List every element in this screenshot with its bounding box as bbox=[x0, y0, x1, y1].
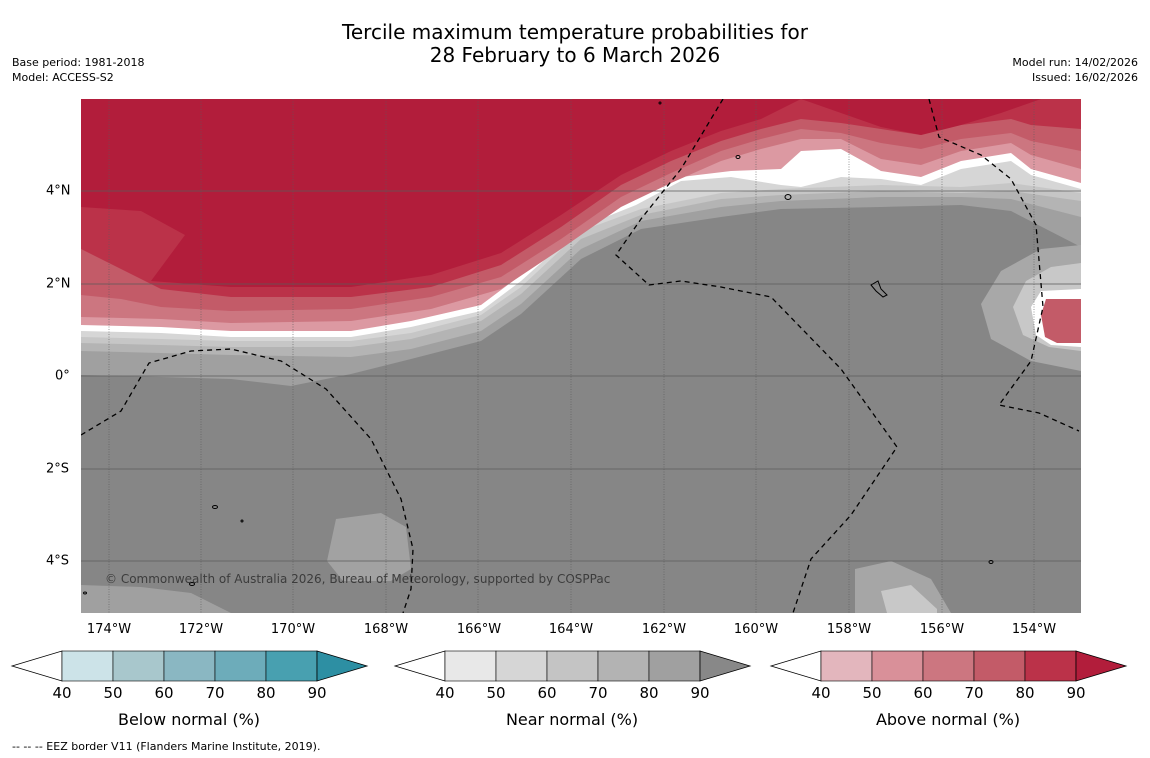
colorbar-tick-label: 80 bbox=[1015, 684, 1035, 702]
colorbar-segment bbox=[820, 650, 873, 682]
map-gridlines bbox=[108, 99, 1035, 613]
lat-tick: 4°N bbox=[46, 183, 71, 199]
colorbar-tick-label: 50 bbox=[103, 684, 123, 702]
model-name: Model: ACCESS-S2 bbox=[12, 71, 114, 84]
colorbar-tick-label: 90 bbox=[1066, 684, 1086, 702]
map-title-line1: Tercile maximum temperature probabilitie… bbox=[342, 20, 808, 44]
southwest-near-normal-band bbox=[81, 585, 231, 613]
colorbar-tick-label: 40 bbox=[52, 684, 72, 702]
colorbar-segment bbox=[871, 650, 924, 682]
model-run: Model run: 14/02/2026 bbox=[1012, 56, 1138, 69]
colorbar-segment bbox=[163, 650, 216, 682]
lon-tick: 162°W bbox=[641, 622, 687, 637]
colorbars bbox=[10, 650, 1128, 682]
lon-tick: 174°W bbox=[86, 622, 132, 637]
lat-tick: 0° bbox=[55, 368, 70, 384]
lat-tick: 4°S bbox=[46, 553, 70, 569]
south-near-normal-pocket-west bbox=[327, 513, 411, 581]
colorbar-high-extension bbox=[316, 650, 369, 682]
colorbar-tick-label: 70 bbox=[205, 684, 225, 702]
island-outlines bbox=[83, 101, 994, 595]
below-normal-colorbar bbox=[10, 650, 369, 682]
colorbar-segment bbox=[973, 650, 1026, 682]
colorbar-high-extension bbox=[1075, 650, 1128, 682]
colorbar-tick-label: 50 bbox=[486, 684, 506, 702]
south-near-normal-pocket-east-light bbox=[881, 585, 937, 613]
lon-tick: 154°W bbox=[1011, 622, 1057, 637]
colorbar-low-extension bbox=[393, 650, 446, 682]
lon-tick: 156°W bbox=[919, 622, 965, 637]
colorbar-segment bbox=[495, 650, 548, 682]
lon-tick: 158°W bbox=[826, 622, 872, 637]
colorbar-segment bbox=[1024, 650, 1077, 682]
eez-border-lines bbox=[81, 99, 1080, 613]
colorbar-segment bbox=[648, 650, 701, 682]
colorbar-tick-label: 90 bbox=[690, 684, 710, 702]
lon-tick: 160°W bbox=[733, 622, 779, 637]
colorbar-tick-label: 70 bbox=[588, 684, 608, 702]
probability-map bbox=[81, 99, 1081, 613]
colorbar-segment bbox=[546, 650, 599, 682]
colorbar-tick-label: 40 bbox=[435, 684, 455, 702]
colorbar-tick-label: 60 bbox=[154, 684, 174, 702]
map-title-line2: 28 February to 6 March 2026 bbox=[429, 43, 721, 67]
eez-footnote: -- -- -- EEZ border V11 (Flanders Marine… bbox=[12, 740, 321, 753]
below-normal-label: Below normal (%) bbox=[117, 710, 261, 729]
east-above-normal-region bbox=[1041, 299, 1081, 343]
lat-tick: 2°S bbox=[46, 461, 70, 477]
map-gridlines-lat bbox=[81, 190, 1081, 562]
lon-tick: 170°W bbox=[270, 622, 316, 637]
colorbar-segment bbox=[444, 650, 497, 682]
issued-date: Issued: 16/02/2026 bbox=[1031, 71, 1138, 84]
colorbar-tick-label: 70 bbox=[964, 684, 984, 702]
colorbar-segment bbox=[922, 650, 975, 682]
colorbar-tick-label: 40 bbox=[811, 684, 831, 702]
lon-tick: 172°W bbox=[178, 622, 224, 637]
lon-tick: 168°W bbox=[363, 622, 409, 637]
copyright-notice: © Commonwealth of Australia 2026, Bureau… bbox=[105, 572, 611, 586]
base-period: Base period: 1981-2018 bbox=[12, 56, 145, 69]
colorbar-tick-label: 60 bbox=[913, 684, 933, 702]
colorbar-low-extension bbox=[10, 650, 63, 682]
near-normal-colorbar bbox=[393, 650, 752, 682]
above-normal-colorbar bbox=[769, 650, 1128, 682]
above-normal-label: Above normal (%) bbox=[875, 710, 1021, 729]
colorbar-segment bbox=[112, 650, 165, 682]
colorbar-tick-label: 80 bbox=[639, 684, 659, 702]
lon-tick: 166°W bbox=[456, 622, 502, 637]
colorbar-tick-label: 80 bbox=[256, 684, 276, 702]
colorbar-tick-label: 50 bbox=[862, 684, 882, 702]
colorbar-low-extension bbox=[769, 650, 822, 682]
colorbar-segment bbox=[61, 650, 114, 682]
lon-tick: 164°W bbox=[548, 622, 594, 637]
colorbar-segment bbox=[214, 650, 267, 682]
colorbar-tick-label: 90 bbox=[307, 684, 327, 702]
colorbar-segment bbox=[597, 650, 650, 682]
colorbar-high-extension bbox=[699, 650, 752, 682]
lat-tick: 2°N bbox=[46, 276, 71, 292]
above-normal-90-region bbox=[81, 99, 1081, 287]
near-normal-label: Near normal (%) bbox=[505, 710, 639, 729]
colorbar-tick-label: 60 bbox=[537, 684, 557, 702]
colorbar-segment bbox=[265, 650, 318, 682]
